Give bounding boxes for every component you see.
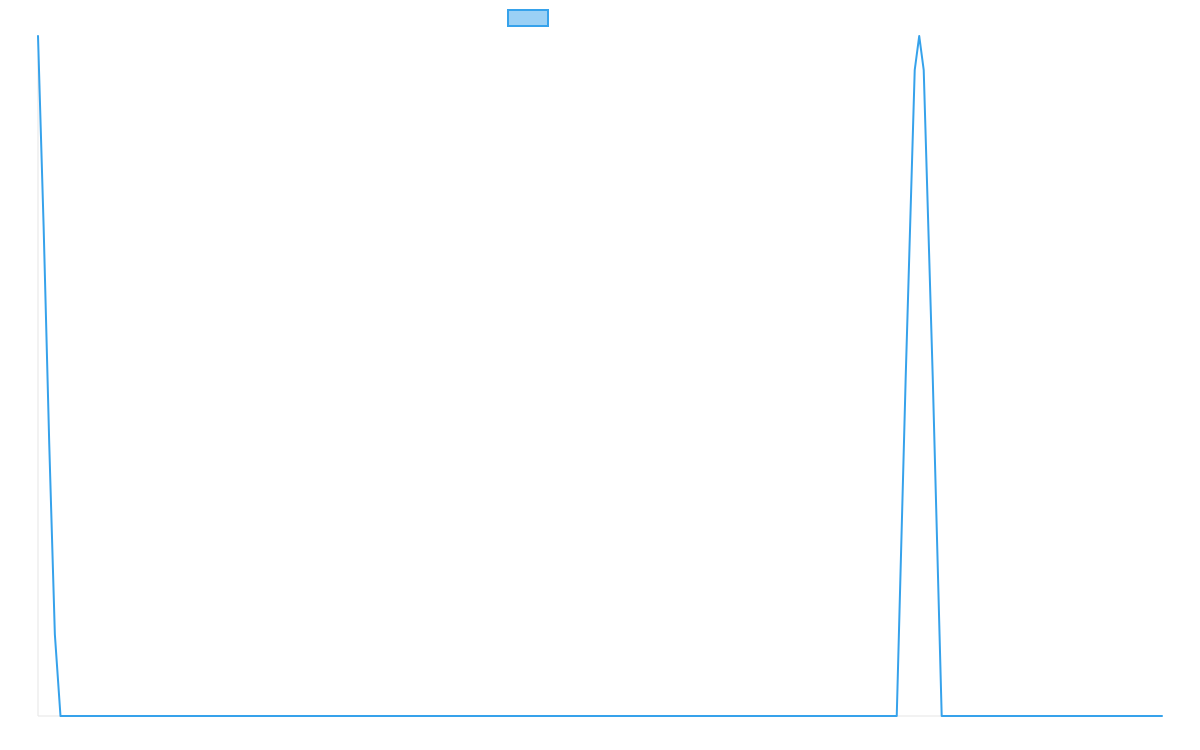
legend-swatch[interactable]: [507, 9, 549, 27]
series-line: [37, 35, 1163, 717]
series-layer: [37, 35, 1163, 717]
legend[interactable]: [507, 9, 549, 27]
axes: [37, 36, 1162, 717]
